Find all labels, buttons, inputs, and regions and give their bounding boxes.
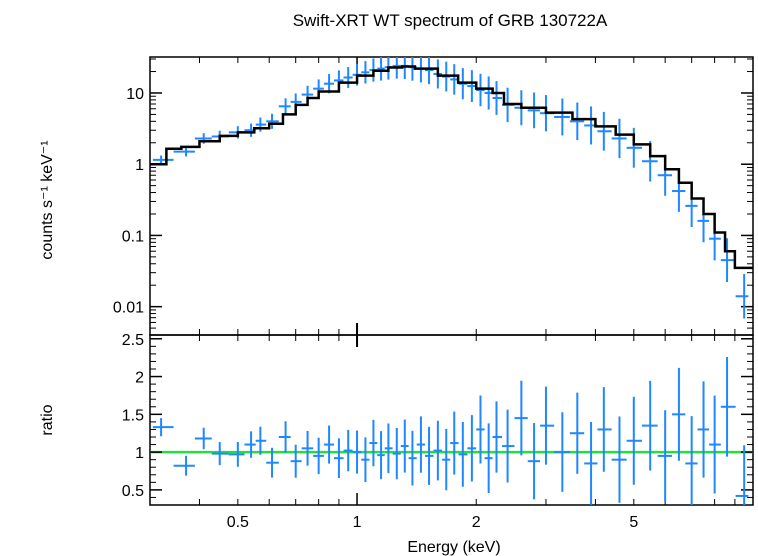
- spectrum-data-point: [266, 113, 279, 129]
- x-axis-label: Energy (keV): [407, 539, 500, 556]
- spectrum-data-point: [569, 102, 585, 141]
- ratio-data-point: [697, 381, 710, 478]
- spectrum-data-point: [424, 57, 434, 85]
- ratio-data-point: [301, 430, 314, 466]
- ratio-data-point: [502, 409, 515, 483]
- spectrum-data-point: [527, 92, 541, 129]
- ratio-data-point: [194, 427, 212, 450]
- spectrum-data-point: [597, 111, 612, 151]
- ratio-ytick-label: 2.5: [122, 332, 144, 349]
- ratio-panel: 0.5 1 2 5 0.5 1 1.5 2 2.5: [122, 332, 754, 531]
- ratio-data-point: [244, 431, 256, 458]
- spectrum-data-point: [476, 73, 485, 107]
- ratio-data-point: [709, 395, 721, 494]
- ratio-data-point: [484, 423, 493, 493]
- ratio-data-point: [313, 437, 324, 475]
- ratio-data-point: [290, 444, 302, 478]
- chart-title: Swift-XRT WT spectrum of GRB 130722A: [293, 11, 608, 30]
- ratio-ytick-label: 0.5: [122, 483, 144, 500]
- spectrum-data-point: [343, 67, 353, 88]
- ratio-data-point: [352, 430, 362, 474]
- spectrum-data-point: [611, 118, 627, 159]
- ratio-data-point: [492, 401, 503, 473]
- ratio-data-point: [554, 412, 570, 492]
- ratio-data-point: [584, 421, 598, 505]
- ratio-data-points: [152, 356, 749, 505]
- ratio-data-point: [266, 447, 279, 478]
- ratio-data-point: [408, 430, 417, 486]
- spectrum-data-point: [720, 238, 736, 283]
- ratio-data-point: [442, 428, 451, 491]
- ratio-data-point: [657, 410, 673, 502]
- spectrum-data-point: [278, 98, 291, 115]
- spectrum-ytick-label: 10: [126, 86, 144, 103]
- ratio-xtick-label: 0.5: [227, 514, 249, 531]
- ratio-data-point: [278, 421, 291, 453]
- ratio-data-point: [323, 425, 335, 464]
- ratio-xtick-label: 1: [353, 514, 362, 531]
- spectrum-axis-ticks: 0.01 0.1 1 10: [113, 57, 753, 347]
- ratio-data-point: [467, 415, 477, 482]
- ratio-data-point: [361, 437, 370, 483]
- ratio-data-point: [377, 431, 385, 480]
- model-step-line: [150, 65, 753, 270]
- ratio-data-point: [211, 442, 229, 466]
- ratio-ytick-label: 1.5: [122, 407, 144, 424]
- ratio-data-point: [343, 429, 353, 472]
- ratio-data-point: [152, 418, 174, 437]
- ratio-ytick-label: 2: [135, 370, 144, 387]
- spectrum-data-point: [467, 70, 477, 102]
- y-axis-label-ratio: ratio: [39, 404, 56, 435]
- spectrum-ytick-label: 1: [135, 157, 144, 174]
- ratio-data-point: [228, 441, 245, 467]
- ratio-data-point: [569, 392, 585, 474]
- spectrum-ytick-label: 0.01: [113, 300, 144, 317]
- spectrum-panel: 0.01 0.1 1 10: [113, 56, 754, 347]
- ratio-data-point: [416, 416, 425, 473]
- spectrum-data-point: [152, 155, 174, 165]
- spectrum-data-point: [484, 76, 493, 110]
- ratio-data-point: [476, 395, 485, 464]
- y-axis-label-spectrum: counts s⁻¹ keV⁻¹: [39, 140, 56, 259]
- spectrum-data-point: [377, 57, 385, 81]
- spectrum-data-point: [554, 98, 570, 136]
- ratio-data-point: [685, 416, 698, 505]
- ratio-data-point: [514, 380, 528, 456]
- ratio-data-point: [433, 420, 443, 481]
- ratio-data-point: [369, 419, 378, 467]
- ratio-data-point: [735, 445, 749, 505]
- ratio-data-point: [626, 396, 642, 485]
- ratio-data-point: [400, 419, 409, 473]
- ratio-data-point: [672, 367, 686, 461]
- ratio-data-point: [641, 380, 658, 471]
- ratio-data-point: [334, 438, 344, 479]
- ratio-data-point: [255, 426, 267, 455]
- ratio-data-point: [392, 427, 401, 480]
- spectrum-data-point: [323, 74, 335, 94]
- ratio-xtick-label: 2: [472, 514, 481, 531]
- spectrum-data-point: [492, 81, 503, 115]
- ratio-data-point: [450, 411, 459, 475]
- ratio-xtick-label: 5: [629, 514, 638, 531]
- ratio-data-point: [611, 416, 627, 503]
- ratio-data-point: [720, 356, 736, 457]
- ratio-data-point: [424, 426, 434, 485]
- spectrum-ytick-label: 0.1: [122, 228, 144, 245]
- ratio-data-point: [173, 455, 195, 476]
- ratio-data-point: [597, 387, 612, 472]
- ratio-data-point: [458, 422, 468, 487]
- ratio-ytick-label: 1: [135, 445, 144, 462]
- spectrum-data-point: [361, 61, 370, 84]
- ratio-plot-frame: [149, 334, 754, 506]
- spectrum-data-point: [173, 146, 195, 157]
- ratio-data-point: [384, 423, 393, 474]
- ratio-data-point: [527, 423, 541, 500]
- spectrum-data-point: [735, 274, 749, 319]
- ratio-data-point: [540, 386, 555, 465]
